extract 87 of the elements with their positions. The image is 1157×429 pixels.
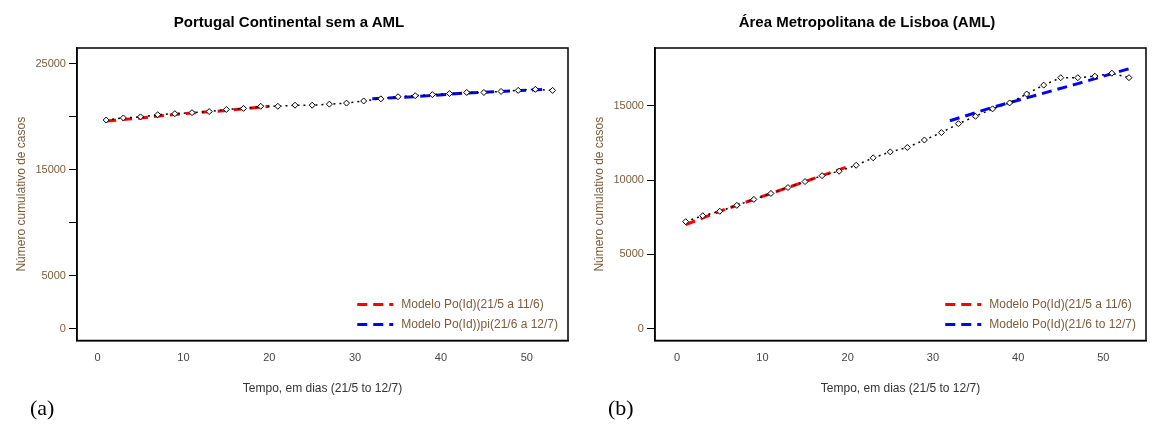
x-tick-label: 30 [348,351,362,364]
point [852,161,860,169]
y-tick-label: 15000 [35,162,66,175]
point [308,101,316,109]
point [733,201,741,209]
x-tick-label: 50 [520,351,533,364]
point [1108,69,1116,77]
point [463,89,471,96]
point [1040,81,1048,89]
x-tick-label: 10 [177,351,190,364]
y-tick-label: 15000 [613,98,644,111]
point [343,99,351,107]
point [325,100,333,108]
point [257,102,265,110]
x-tick-label: 40 [1012,351,1025,364]
point [411,92,419,100]
point [801,178,809,186]
point [954,120,962,128]
legend-label: Modelo Po(Id)(21/5 a 11/6) [989,296,1132,311]
point [514,86,522,94]
x-tick-label: 10 [756,351,769,364]
y-tick-label: 0 [637,321,644,334]
x-axis-title: Tempo, em dias (21/5 to 12/7) [242,381,403,396]
point [937,129,945,137]
point [291,101,299,109]
y-axis-title: Número cumulativo de casos [591,116,606,272]
point [480,89,488,96]
chart-title: Área Metropolitana de Lisboa (AML) [738,13,996,31]
y-tick-label: 0 [59,321,66,334]
point [428,91,436,99]
point [171,110,179,118]
legend-label: Modelo Po(Id)(21/5 a 11/6) [401,296,544,311]
text: (b) [608,395,634,421]
chart-title: Portugal Continental sem a AML [173,13,405,31]
point [222,105,230,113]
point [989,105,997,113]
point [137,113,145,121]
y-axis-title: Número cumulativo de casos [13,116,28,272]
x-tick-label: 30 [926,351,940,364]
point [784,184,792,192]
point [360,97,368,105]
point [102,116,110,124]
x-tick-label: 0 [674,351,681,364]
x-tick-label: 0 [94,351,101,364]
point [154,111,162,119]
point [1006,99,1014,107]
point [1074,74,1082,82]
point [886,148,894,156]
point [767,189,775,197]
point [1125,74,1133,82]
point [377,95,385,103]
point [903,143,911,151]
point [188,109,196,117]
x-tick-label: 40 [434,351,448,364]
point [869,154,877,162]
point [750,195,758,203]
y-tick-label: 5000 [619,247,644,260]
point [549,86,557,94]
y-tick-label: 10000 [613,173,644,186]
point [835,167,843,175]
y-tick-label: 5000 [41,268,66,281]
point [531,85,539,93]
point [1091,72,1099,80]
point [682,218,690,226]
point [716,207,724,215]
line-series [948,67,1131,123]
point [119,114,127,122]
point [818,172,826,180]
x-tick-label: 50 [1097,351,1110,364]
point [394,93,402,101]
point [972,112,980,120]
point [1057,74,1065,82]
x-tick-label: 20 [263,351,276,364]
point [497,87,505,95]
point [920,136,928,144]
point [699,212,707,220]
legend-label: Modelo Po(Id))pi(21/6 a 12/7) [401,316,558,331]
point [1023,90,1031,98]
text: (a) [30,395,55,421]
point [446,90,454,98]
y-tick-label: 25000 [35,56,66,69]
legend-label: Modelo Po(Id)(21/6 to 12/7) [989,316,1136,331]
x-tick-label: 20 [841,351,854,364]
x-axis-title: Tempo, em dias (21/5 to 12/7) [820,381,981,396]
point [274,102,282,110]
point [240,104,248,112]
point [205,108,213,116]
